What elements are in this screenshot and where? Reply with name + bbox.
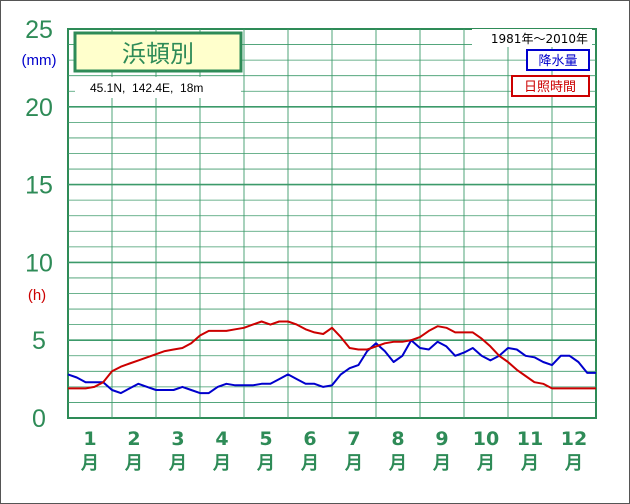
x-tick-month-suffix: 月 <box>80 453 99 474</box>
legend-sun: 日照時間 <box>524 80 576 95</box>
x-tick-month-suffix: 月 <box>124 453 143 474</box>
x-tick-month-number: 9 <box>435 428 448 450</box>
y-tick-label: 20 <box>25 94 53 122</box>
x-tick-month-suffix: 月 <box>168 453 187 474</box>
period-box <box>472 29 592 47</box>
x-tick-month-number: 5 <box>259 428 272 450</box>
period-text: 1981年～2010年 <box>491 32 588 46</box>
x-tick-month-suffix: 月 <box>300 453 319 474</box>
title-box <box>73 31 243 73</box>
y-tick-label: 15 <box>25 172 53 200</box>
x-tick-month-number: 6 <box>303 428 316 450</box>
y-tick-label: 10 <box>25 249 53 277</box>
x-tick-month-suffix: 月 <box>432 453 451 474</box>
x-tick-month-number: 10 <box>473 428 499 450</box>
location-box <box>75 77 241 98</box>
x-tick-month-number: 12 <box>561 428 587 450</box>
x-tick-month-number: 2 <box>127 428 140 450</box>
series-lines <box>67 320 596 395</box>
y-unit-sun: (h) <box>28 287 46 304</box>
y-unit-precip: (mm) <box>22 52 57 69</box>
x-axis-ticks: 1 月 2 月 3 月 4 月 5 月 6 月 7 月 8 月 9 月 10 月 11 月 12 月 <box>80 428 587 474</box>
x-tick-month-suffix: 月 <box>520 453 539 474</box>
x-tick-month-number: 1 <box>83 428 96 450</box>
x-tick-month-suffix: 月 <box>476 453 495 474</box>
x-tick-month-number: 7 <box>347 428 360 450</box>
location-text: 45.1N, 142.4E, 18m <box>90 81 203 95</box>
sunshine-line <box>68 320 596 390</box>
y-tick-label: 5 <box>32 327 46 355</box>
x-tick-month-suffix: 月 <box>344 453 363 474</box>
legend-sun-box <box>511 75 590 97</box>
chart-title: 浜頓別 <box>122 40 194 68</box>
legend-precip-box <box>526 49 590 71</box>
x-tick-month-number: 11 <box>517 428 543 450</box>
legend-precip: 降水量 <box>538 54 577 69</box>
y-tick-label: 25 <box>25 16 53 44</box>
precipitation-line <box>67 339 596 395</box>
x-tick-month-suffix: 月 <box>388 453 407 474</box>
x-tick-month-suffix: 月 <box>256 453 275 474</box>
x-tick-month-suffix: 月 <box>212 453 231 474</box>
x-tick-month-number: 8 <box>391 428 404 450</box>
x-tick-month-number: 3 <box>171 428 184 450</box>
x-tick-month-suffix: 月 <box>564 453 583 474</box>
x-tick-month-number: 4 <box>215 428 228 450</box>
y-axis-ticks: 0 5 10 15 20 25 <box>25 16 53 433</box>
y-tick-label: 0 <box>32 405 46 433</box>
